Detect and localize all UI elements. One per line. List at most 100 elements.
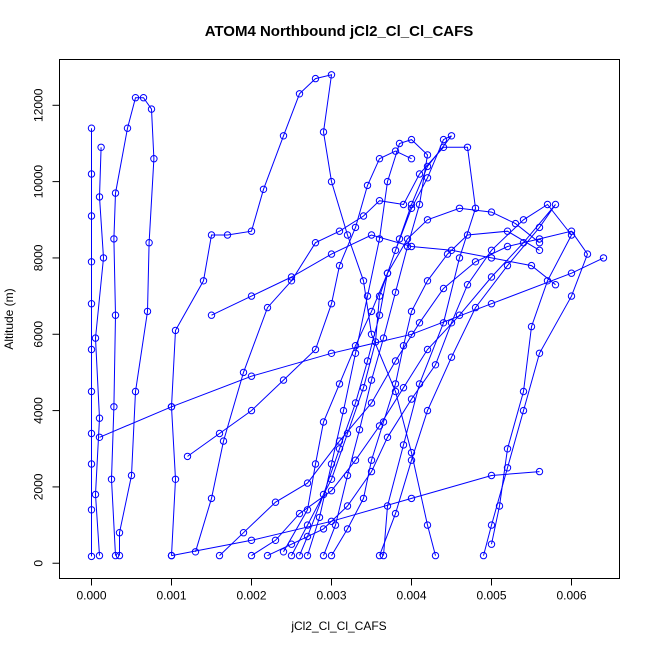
data-point bbox=[311, 74, 320, 83]
data-point bbox=[407, 456, 416, 464]
data-point bbox=[327, 349, 336, 357]
data-point bbox=[535, 223, 544, 232]
data-point bbox=[99, 254, 108, 262]
series-line bbox=[94, 147, 105, 556]
data-point bbox=[95, 414, 104, 422]
data-point bbox=[359, 212, 368, 220]
series-6 bbox=[247, 200, 560, 560]
data-point bbox=[439, 135, 448, 144]
data-point bbox=[367, 376, 376, 384]
data-point bbox=[519, 387, 528, 396]
data-point bbox=[511, 219, 520, 228]
data-point bbox=[335, 227, 344, 235]
data-point bbox=[183, 452, 192, 461]
data-point bbox=[303, 532, 312, 541]
series-line bbox=[187, 150, 412, 457]
data-point bbox=[399, 441, 408, 449]
data-point bbox=[327, 460, 336, 468]
x-tick-label: 0.002 bbox=[236, 589, 266, 603]
data-point bbox=[247, 536, 256, 544]
series-0 bbox=[87, 124, 96, 561]
data-point bbox=[463, 143, 472, 152]
data-point bbox=[487, 246, 496, 255]
data-point bbox=[567, 269, 576, 277]
data-point bbox=[375, 155, 384, 163]
data-point bbox=[259, 185, 268, 194]
data-point bbox=[399, 342, 408, 350]
data-point bbox=[87, 124, 96, 132]
y-axis: 0 2000 4000 6000 8000 10000 12000 bbox=[32, 88, 60, 567]
data-point bbox=[351, 223, 360, 232]
x-tick-label: 0.001 bbox=[156, 589, 186, 603]
data-point bbox=[335, 261, 344, 270]
series-8 bbox=[287, 132, 456, 560]
data-point bbox=[471, 258, 480, 266]
data-point bbox=[331, 521, 340, 529]
data-point bbox=[351, 399, 360, 407]
data-point bbox=[479, 551, 488, 560]
data-point bbox=[199, 277, 208, 285]
y-tick-label: 10000 bbox=[32, 165, 46, 199]
data-point bbox=[303, 521, 312, 529]
data-point bbox=[391, 509, 400, 518]
data-point bbox=[87, 506, 96, 514]
data-point bbox=[335, 445, 344, 453]
data-point bbox=[87, 552, 96, 561]
data-point bbox=[150, 155, 158, 163]
data-point bbox=[131, 94, 140, 102]
data-point bbox=[503, 227, 512, 235]
data-point bbox=[139, 94, 148, 102]
y-tick-label: 8000 bbox=[32, 244, 46, 271]
data-point bbox=[287, 277, 296, 285]
series-line bbox=[170, 74, 436, 556]
data-point bbox=[399, 384, 408, 392]
data-point bbox=[123, 124, 132, 132]
data-point bbox=[279, 376, 288, 384]
data-point bbox=[87, 212, 96, 220]
data-point bbox=[447, 132, 456, 140]
series-5 bbox=[215, 227, 592, 560]
series-line bbox=[291, 135, 452, 556]
series-14 bbox=[279, 204, 544, 556]
data-point bbox=[407, 330, 416, 338]
data-point bbox=[111, 551, 120, 560]
data-point bbox=[375, 197, 384, 205]
data-point bbox=[391, 357, 400, 365]
chart-title: ATOM4 Northbound jCl2_Cl_Cl_CAFS bbox=[205, 23, 474, 40]
y-tick-label: 0 bbox=[32, 560, 46, 567]
data-point bbox=[110, 403, 118, 411]
data-point bbox=[87, 460, 96, 468]
data-point bbox=[527, 322, 536, 331]
series-line bbox=[219, 230, 589, 556]
data-point bbox=[239, 529, 248, 537]
data-point bbox=[407, 204, 416, 213]
data-point bbox=[127, 471, 136, 480]
data-point bbox=[311, 345, 320, 354]
data-point bbox=[463, 281, 472, 289]
data-point bbox=[327, 487, 336, 495]
data-point bbox=[407, 307, 416, 316]
data-point bbox=[279, 132, 288, 140]
plot-area bbox=[59, 59, 620, 579]
data-point bbox=[599, 254, 608, 262]
data-point bbox=[319, 128, 328, 136]
data-point bbox=[351, 342, 360, 350]
data-point bbox=[367, 456, 376, 464]
series-line bbox=[331, 230, 540, 556]
x-tick-label: 0.004 bbox=[396, 589, 426, 603]
plot-frame bbox=[59, 59, 620, 579]
data-point bbox=[423, 521, 432, 529]
series-line bbox=[211, 234, 556, 316]
series-line bbox=[267, 203, 573, 557]
data-point bbox=[367, 231, 376, 239]
data-point bbox=[567, 231, 576, 239]
series-10 bbox=[95, 254, 608, 441]
data-point bbox=[439, 284, 448, 293]
data-point bbox=[247, 292, 256, 300]
data-point bbox=[355, 426, 364, 434]
data-point bbox=[271, 498, 280, 506]
data-point bbox=[315, 513, 324, 522]
data-point bbox=[407, 135, 416, 144]
data-point bbox=[239, 368, 248, 377]
data-point bbox=[503, 464, 512, 472]
